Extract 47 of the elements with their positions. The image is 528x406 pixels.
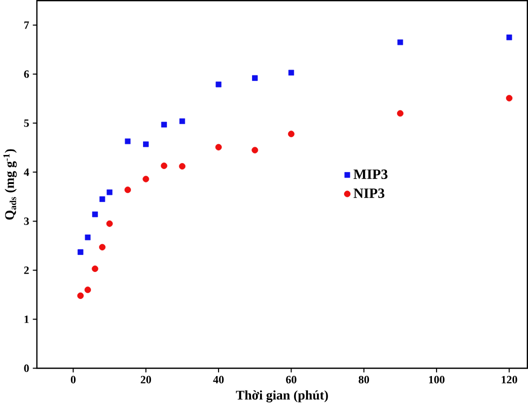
- point: [142, 176, 150, 182]
- x-tick-label: 60: [286, 376, 296, 384]
- point: [99, 244, 106, 251]
- point: [215, 144, 222, 151]
- x-tick-label: 120: [502, 376, 518, 384]
- point: [397, 40, 404, 46]
- y-tick-label: 5: [24, 120, 29, 127]
- x-tick-label: 40: [213, 376, 224, 384]
- point: [78, 249, 84, 256]
- x-tick-label: 80: [358, 376, 370, 384]
- y-tick-label: 7: [24, 22, 29, 29]
- point: [106, 220, 113, 228]
- y-tick-label: 6: [24, 70, 29, 78]
- y-tick-label: 0: [24, 364, 29, 372]
- x-axis-title: Thời gian (phút): [236, 390, 328, 403]
- y-tick-label: 4: [24, 168, 30, 176]
- x-tick-label: 0: [70, 376, 76, 384]
- point: [252, 147, 258, 154]
- point: [178, 163, 186, 170]
- point: [84, 234, 91, 240]
- y-axis-title: Q$_{ads}$ (mg g$^{-1}$): [3, 149, 17, 220]
- point: [288, 130, 294, 138]
- point: [124, 186, 131, 194]
- point: [84, 286, 91, 294]
- point: [77, 292, 84, 300]
- point: [92, 212, 98, 218]
- y-tick-label: 1: [24, 316, 29, 324]
- point: [506, 34, 512, 40]
- point: [92, 266, 98, 272]
- y-tick-label: 2: [24, 266, 29, 274]
- legend-label: NIP3: [354, 188, 384, 198]
- point: [124, 138, 131, 144]
- y-tick-label: 3: [24, 218, 29, 226]
- x-tick-label: 20: [140, 376, 152, 384]
- point: [252, 75, 258, 82]
- x-tick-label: 100: [429, 376, 444, 384]
- point: [506, 95, 512, 102]
- point: [99, 196, 106, 202]
- point: [396, 110, 404, 117]
- point: [143, 142, 149, 148]
- point: [106, 190, 112, 196]
- point: [288, 70, 294, 76]
- point: [179, 118, 186, 124]
- point: [161, 122, 167, 128]
- point: [160, 162, 168, 170]
- point: [216, 82, 222, 88]
- legend-label: MIP3: [354, 170, 388, 180]
